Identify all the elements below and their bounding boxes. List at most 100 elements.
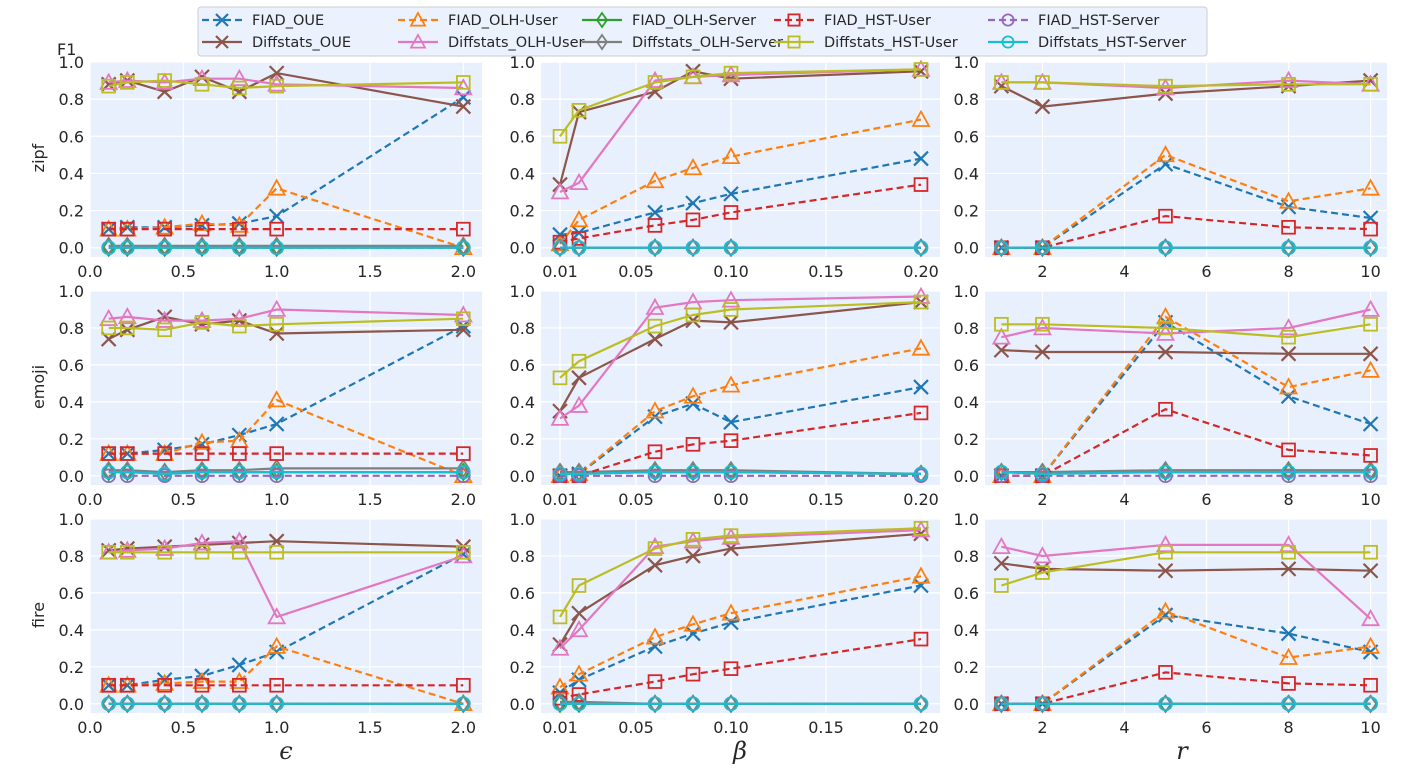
series-diffstats-oue <box>993 342 1379 362</box>
data-point <box>1363 677 1378 693</box>
series-diffstats-hst-user <box>994 316 1378 345</box>
y-tick-label: 0.2 <box>954 430 979 449</box>
series-diffstats-hst-server <box>552 696 929 712</box>
panel-emoji-1: 0.0 0.2 0.4 0.6 0.8 1.0 0.01 0.05 0.10 0.15 0.20 <box>510 282 940 509</box>
data-point <box>120 75 135 90</box>
data-point <box>157 240 172 256</box>
y-tick-label: 0.0 <box>510 467 535 486</box>
data-point <box>723 528 739 543</box>
x-tick-label: 10 <box>1360 490 1380 509</box>
data-point <box>913 62 929 77</box>
data-point <box>552 466 568 482</box>
data-point <box>232 318 247 334</box>
data-point <box>1281 694 1296 714</box>
legend-label: FIAD_HST-User <box>824 13 931 29</box>
data-point <box>232 80 247 96</box>
series-line <box>108 645 464 705</box>
data-point <box>913 466 929 482</box>
data-point <box>993 342 1010 358</box>
data-point <box>1363 76 1378 92</box>
data-point <box>101 696 116 712</box>
x-tick-label: 1.5 <box>357 718 382 737</box>
x-tick-label: 0.5 <box>171 262 196 281</box>
data-point <box>1280 346 1297 362</box>
data-point <box>685 464 701 480</box>
data-point <box>991 327 1011 345</box>
legend-marker-fiad-hst-server <box>1001 13 1015 27</box>
series-diffstats-olh-user <box>99 299 473 328</box>
data-point <box>645 70 665 88</box>
data-point <box>120 544 135 560</box>
y-tick-label: 1.0 <box>59 510 84 529</box>
legend-entry-diffstats-oue: Diffstats_OUE <box>202 35 351 51</box>
data-point <box>723 186 739 202</box>
series-diffstats-hst-server <box>101 696 471 712</box>
series-line <box>559 157 922 236</box>
data-point <box>117 540 137 558</box>
data-point <box>453 78 473 96</box>
data-point <box>994 464 1009 480</box>
data-point <box>721 146 741 165</box>
data-point <box>648 238 662 258</box>
data-point <box>453 305 473 323</box>
x-tick-label: 0.0 <box>77 718 102 737</box>
data-point <box>1363 468 1378 484</box>
data-point <box>685 437 701 452</box>
data-point <box>1158 208 1173 224</box>
data-point <box>571 370 587 386</box>
data-point <box>99 308 119 327</box>
data-point <box>994 238 1009 258</box>
series-diffstats-hst-user <box>552 520 929 625</box>
data-point <box>267 74 287 92</box>
data-point <box>1035 238 1050 258</box>
y-tick-label: 0.2 <box>59 202 84 221</box>
legend-entry-diffstats-hst-user: Diffstats_HST-User <box>774 35 958 51</box>
series-line <box>559 301 922 379</box>
x-tick-label: 1.5 <box>357 490 382 509</box>
data-point <box>1155 323 1176 341</box>
data-point <box>231 657 248 673</box>
data-point <box>1158 320 1173 336</box>
data-point <box>723 302 739 317</box>
series-line <box>558 70 922 185</box>
data-point <box>232 696 247 712</box>
row-label-fire: fire <box>29 602 48 628</box>
panel-fire-2: 0.0 0.2 0.4 0.6 0.8 1.0 2 4 6 8 10 <box>954 510 1387 737</box>
data-point <box>913 177 929 192</box>
series-line <box>559 118 922 245</box>
data-point <box>723 65 739 81</box>
data-point <box>117 307 137 325</box>
data-point <box>192 432 212 450</box>
x-tick-label: 0.0 <box>77 490 102 509</box>
data-point <box>194 240 210 256</box>
data-point <box>192 533 212 551</box>
data-point <box>101 468 116 484</box>
data-point <box>232 464 247 480</box>
data-point <box>723 314 739 331</box>
legend-label: Diffstats_HST-User <box>824 35 958 51</box>
data-point <box>1281 676 1296 691</box>
data-point <box>569 620 589 638</box>
data-point <box>100 677 117 694</box>
data-point <box>157 466 172 482</box>
legend-entry-fiad-olh-server: FIAD_OLH-Server <box>582 11 756 29</box>
data-point <box>1281 468 1296 484</box>
y-tick-label: 0.8 <box>510 547 535 566</box>
data-point <box>685 625 701 642</box>
x-tick-label: 0.05 <box>618 262 654 281</box>
data-point <box>647 557 663 573</box>
series-fiad-hst-user <box>101 677 471 693</box>
data-point <box>686 694 700 714</box>
data-point <box>1280 388 1297 405</box>
legend-marker-fiad-olh-server <box>596 11 608 29</box>
data-point <box>685 696 701 712</box>
series-diffstats-hst-user <box>101 544 471 560</box>
y-tick-label: 0.0 <box>59 695 84 714</box>
series-diffstats-hst-server <box>552 240 929 256</box>
data-point <box>911 338 931 356</box>
data-point <box>723 414 739 430</box>
series-line <box>559 301 922 412</box>
data-point <box>155 538 175 556</box>
data-point <box>550 182 570 200</box>
data-point <box>647 331 663 347</box>
